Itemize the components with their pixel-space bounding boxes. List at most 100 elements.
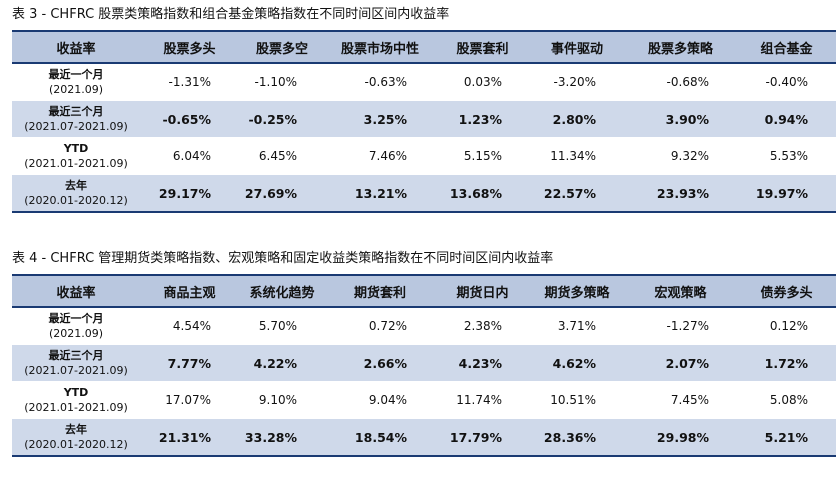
column-header: 事件驱动 (530, 30, 624, 64)
table-cell: 10.51% (530, 381, 624, 419)
table-cell: 11.74% (435, 381, 530, 419)
table-cell: 11.34% (530, 137, 624, 175)
table-cell: 9.04% (325, 381, 435, 419)
column-header: 期货套利 (325, 274, 435, 308)
table-cell: 2.66% (325, 344, 435, 382)
table-cell: 5.08% (737, 381, 836, 419)
table-4: 收益率 商品主观 系统化趋势 期货套利 期货日内 期货多策略 宏观策略 债券多头… (12, 274, 836, 457)
table-cell: -0.63% (325, 63, 435, 101)
table-cell: 22.57% (530, 174, 624, 213)
table-cell: 5.21% (737, 418, 836, 457)
column-header: 组合基金 (737, 30, 836, 64)
column-header: 股票多头 (140, 30, 239, 64)
table-cell: 2.38% (435, 307, 530, 345)
table-cell: 7.77% (140, 344, 239, 382)
row-label-period: (2020.01-2020.12) (24, 194, 128, 207)
table-cell: -0.68% (624, 63, 737, 101)
table-cell: 0.72% (325, 307, 435, 345)
table-cell: 17.79% (435, 418, 530, 457)
row-label-title: 最近一个月 (48, 312, 104, 325)
table-row: 最近三个月 (2021.07-2021.09) -0.65% -0.25% 3.2… (12, 100, 836, 138)
table-cell: 18.54% (325, 418, 435, 457)
row-label-period: (2021.07-2021.09) (24, 120, 128, 133)
row-label: YTD (2021.01-2021.09) (12, 137, 140, 175)
table-cell: 0.94% (737, 100, 836, 138)
row-label: 最近三个月 (2021.07-2021.09) (12, 344, 140, 382)
column-header: 股票市场中性 (325, 30, 435, 64)
table-header-row: 收益率 股票多头 股票多空 股票市场中性 股票套利 事件驱动 股票多策略 组合基… (12, 30, 836, 64)
row-label-title: 去年 (65, 179, 87, 192)
table-cell: 1.23% (435, 100, 530, 138)
row-label: 去年 (2020.01-2020.12) (12, 418, 140, 457)
row-label-title: YTD (63, 386, 89, 399)
table-row: YTD (2021.01-2021.09) 17.07% 9.10% 9.04% … (12, 381, 836, 419)
row-label: 去年 (2020.01-2020.12) (12, 174, 140, 213)
table-cell: 23.93% (624, 174, 737, 213)
table-cell: 9.10% (239, 381, 325, 419)
table-cell: 2.07% (624, 344, 737, 382)
row-label-title: 最近三个月 (48, 349, 104, 362)
row-label-period: (2021.01-2021.09) (24, 401, 128, 414)
column-header: 股票多策略 (624, 30, 737, 64)
row-label-title: 最近三个月 (48, 105, 104, 118)
row-label: 最近一个月 (2021.09) (12, 63, 140, 101)
row-label-title: 最近一个月 (48, 68, 104, 81)
table-cell: -0.40% (737, 63, 836, 101)
table-cell: 13.68% (435, 174, 530, 213)
table-row: 最近一个月 (2021.09) -1.31% -1.10% -0.63% 0.03… (12, 63, 836, 101)
row-label-period: (2021.09) (48, 83, 104, 96)
table-cell: 5.15% (435, 137, 530, 175)
row-label-period: (2021.09) (48, 327, 104, 340)
table-cell: 4.22% (239, 344, 325, 382)
table-cell: -0.25% (239, 100, 325, 138)
table-cell: 5.53% (737, 137, 836, 175)
row-label-period: (2021.07-2021.09) (24, 364, 128, 377)
table-row: 最近三个月 (2021.07-2021.09) 7.77% 4.22% 2.66%… (12, 344, 836, 382)
table-cell: -3.20% (530, 63, 624, 101)
table-cell: 29.98% (624, 418, 737, 457)
column-header: 股票套利 (435, 30, 530, 64)
table-cell: 29.17% (140, 174, 239, 213)
row-label: 最近三个月 (2021.07-2021.09) (12, 100, 140, 138)
table-cell: -1.10% (239, 63, 325, 101)
column-header: 商品主观 (140, 274, 239, 308)
table-cell: 33.28% (239, 418, 325, 457)
table-cell: 17.07% (140, 381, 239, 419)
table-cell: 21.31% (140, 418, 239, 457)
table-cell: 6.45% (239, 137, 325, 175)
table-cell: 0.03% (435, 63, 530, 101)
table-cell: 4.62% (530, 344, 624, 382)
table-cell: 1.72% (737, 344, 836, 382)
table-cell: 4.23% (435, 344, 530, 382)
table-cell: 27.69% (239, 174, 325, 213)
row-label-period: (2021.01-2021.09) (24, 157, 128, 170)
table-cell: 3.90% (624, 100, 737, 138)
row-label: 最近一个月 (2021.09) (12, 307, 140, 345)
table-cell: 0.12% (737, 307, 836, 345)
table-cell: 28.36% (530, 418, 624, 457)
table-3: 收益率 股票多头 股票多空 股票市场中性 股票套利 事件驱动 股票多策略 组合基… (12, 30, 836, 213)
table-cell: 2.80% (530, 100, 624, 138)
table-row: YTD (2021.01-2021.09) 6.04% 6.45% 7.46% 5… (12, 137, 836, 175)
row-label-period: (2020.01-2020.12) (24, 438, 128, 451)
column-header: 期货日内 (435, 274, 530, 308)
table-cell: -0.65% (140, 100, 239, 138)
table-cell: 5.70% (239, 307, 325, 345)
column-header: 债券多头 (737, 274, 836, 308)
column-header: 系统化趋势 (239, 274, 325, 308)
row-label-title: YTD (63, 142, 89, 155)
column-header: 宏观策略 (624, 274, 737, 308)
column-header: 期货多策略 (530, 274, 624, 308)
table-header-row: 收益率 商品主观 系统化趋势 期货套利 期货日内 期货多策略 宏观策略 债券多头 (12, 274, 836, 308)
row-label-title: 去年 (65, 423, 87, 436)
table-cell: 9.32% (624, 137, 737, 175)
table-cell: 19.97% (737, 174, 836, 213)
table-cell: 3.25% (325, 100, 435, 138)
table-cell: 13.21% (325, 174, 435, 213)
table-4-caption: 表 4 - CHFRC 管理期货类策略指数、宏观策略和固定收益类策略指数在不同时… (12, 251, 554, 266)
table-cell: 4.54% (140, 307, 239, 345)
table-row: 最近一个月 (2021.09) 4.54% 5.70% 0.72% 2.38% 3… (12, 307, 836, 345)
table-cell: -1.27% (624, 307, 737, 345)
column-header: 股票多空 (239, 30, 325, 64)
table-cell: -1.31% (140, 63, 239, 101)
